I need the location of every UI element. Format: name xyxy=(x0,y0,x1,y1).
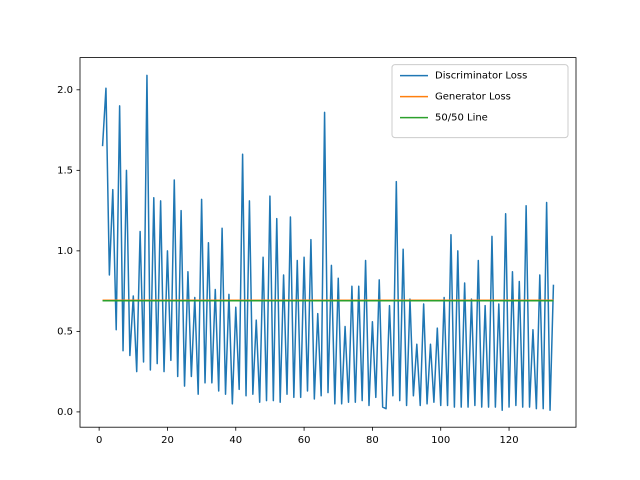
x-tick-label: 0 xyxy=(96,435,102,446)
legend-label: Generator Loss xyxy=(435,92,511,103)
axes-frame xyxy=(79,57,577,428)
data-line xyxy=(101,74,555,412)
legend-label: 50/50 Line xyxy=(435,113,488,124)
x-tick-label: 120 xyxy=(499,435,518,446)
y-tick-label: 1.5 xyxy=(57,165,73,176)
legend-box xyxy=(391,64,569,139)
y-tick-label: 0.0 xyxy=(57,407,73,418)
x-tick-label: 80 xyxy=(366,435,379,446)
x-tick-label: 100 xyxy=(431,435,450,446)
legend-label: Discriminator Loss xyxy=(435,71,527,82)
x-tick-label: 60 xyxy=(298,435,311,446)
y-tick-label: 1.0 xyxy=(57,246,73,257)
y-tick-label: 0.5 xyxy=(57,326,73,337)
x-tick-label: 20 xyxy=(161,435,174,446)
y-tick-label: 2.0 xyxy=(57,85,73,96)
x-tick-label: 40 xyxy=(229,435,242,446)
